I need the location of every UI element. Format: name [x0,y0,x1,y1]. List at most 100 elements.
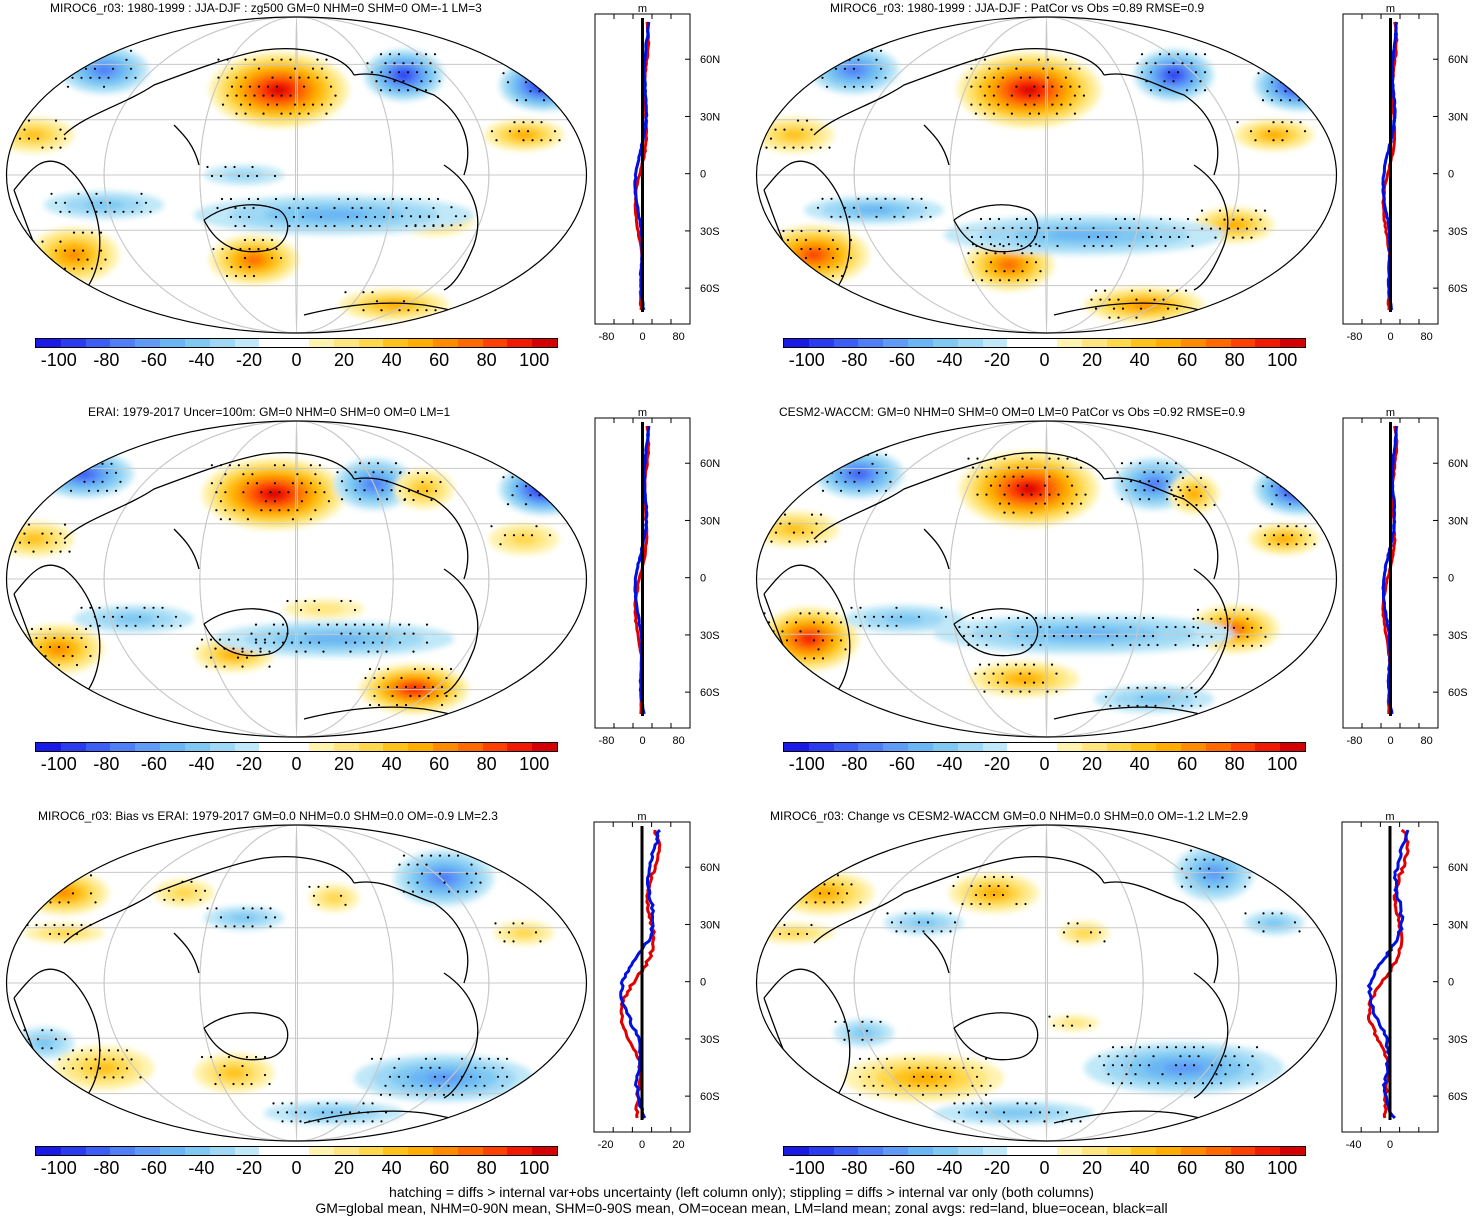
stipple-dot [507,931,511,934]
stipple-dot [1196,608,1200,611]
stipple-dot [983,94,986,97]
colorbar-swatch [160,743,185,751]
colorbar-swatch [507,743,533,751]
stipple-dot [280,94,283,97]
stipple-dot [415,1093,419,1096]
stipple-dot [379,1057,383,1060]
colorbar-swatch [284,339,309,347]
meridian-line [1045,825,1048,1141]
stipple-dot [314,491,317,494]
stipple-dot [237,174,241,178]
stipple-dot [316,76,319,79]
stipple-dot [264,916,268,919]
stipple-dot [1015,902,1018,906]
stipple-dot [1120,1064,1124,1067]
stipple-dot [317,623,321,626]
stipple-dot [921,1075,925,1078]
stipple-dot [436,215,440,219]
stipple-dot [1263,227,1267,230]
stipple-dot [817,612,820,615]
stipple-dot [442,1075,446,1078]
stipple-dot [1003,493,1006,496]
stipple-dot [360,224,363,228]
stipple-dot [843,206,847,209]
stipple-dot [547,494,550,497]
stipple-dot [1306,485,1310,488]
stipple-dot [1005,663,1009,666]
colorbar-swatch [1007,743,1033,751]
stipple-dot [893,215,896,218]
stipple-dot [41,240,44,243]
stipple-dot [239,85,243,88]
stipple-dot [1102,1064,1106,1067]
stipple-dot [1194,71,1198,74]
stipple-dot [983,893,987,897]
stipple-dot [1130,289,1134,292]
stipple-dot [876,1057,880,1060]
stipple-dot [371,1102,374,1105]
stipple-dot [18,523,22,526]
stipple-dot [1201,1046,1205,1049]
colorbar-label: 80 [476,754,497,774]
stipple-dot [278,491,281,494]
stipple-dot [54,201,58,204]
stipple-dot [424,53,428,56]
stipple-dot [376,498,380,501]
stipple-dot [549,139,552,142]
stipple-dot [843,1020,846,1023]
stipple-dot [1048,475,1051,478]
stipple-dot [84,645,88,649]
stipple-dot [397,1057,401,1060]
stipple-dot [988,235,992,239]
stipple-dot [1003,475,1006,478]
colorbar-swatch [1056,743,1082,751]
stipple-dot [1061,502,1065,505]
stipple-dot [368,667,372,671]
zonal-lat-label: 60S [700,283,720,295]
stipple-dot [1111,1082,1115,1085]
stipple-dot [992,94,995,97]
stipple-dot [125,1049,129,1052]
stipple-dot [1140,695,1144,698]
stipple-dot [1177,235,1181,239]
stipple-dot [1069,67,1072,70]
colorbar-swatches [35,742,558,752]
stipple-dot [1234,849,1238,852]
stipple-dot [76,1058,79,1061]
map-border [755,420,1338,738]
stipple-dot [116,1049,120,1052]
stipple-dot [1099,298,1102,301]
stipple-dot [783,513,787,516]
stipple-dot [875,489,879,492]
stipple-dot [1123,217,1127,221]
stipple-dot [1012,511,1015,514]
stipple-dot [1286,543,1289,546]
stipple-dot [1212,858,1215,861]
colorbar-label: -80 [841,1158,868,1178]
stipple-dot [304,599,307,603]
stipple-dot [1006,235,1010,239]
anomaly-contour [1049,230,1119,240]
stipple-dot [378,224,381,228]
zonal-lat-label: 60S [700,1091,720,1103]
stipple-dot [998,243,1002,246]
stipple-dot [971,279,975,282]
stipple-dot [884,197,887,200]
stipple-dot [59,240,62,243]
panel-title: MIROC6_r03: 1980-1999 : JJA-DJF : zg500 … [50,1,482,15]
stipple-dot [1187,634,1191,638]
stipple-dot [1306,63,1310,66]
stipple-dot [377,703,381,707]
colorbar-swatch [908,1147,933,1155]
colorbar-label: 20 [1082,754,1103,774]
colorbar-swatch [1131,339,1157,347]
stipple-dot [1228,617,1231,620]
stipple-dot [904,930,907,933]
colorbar-label: 0 [291,350,302,370]
stipple-dot [804,274,808,278]
stipple-dot [987,663,991,666]
stipple-dot [382,197,386,201]
stipple-dot [263,1073,267,1077]
zonal-lat-label: 30N [1448,515,1468,527]
coastline [63,856,355,944]
